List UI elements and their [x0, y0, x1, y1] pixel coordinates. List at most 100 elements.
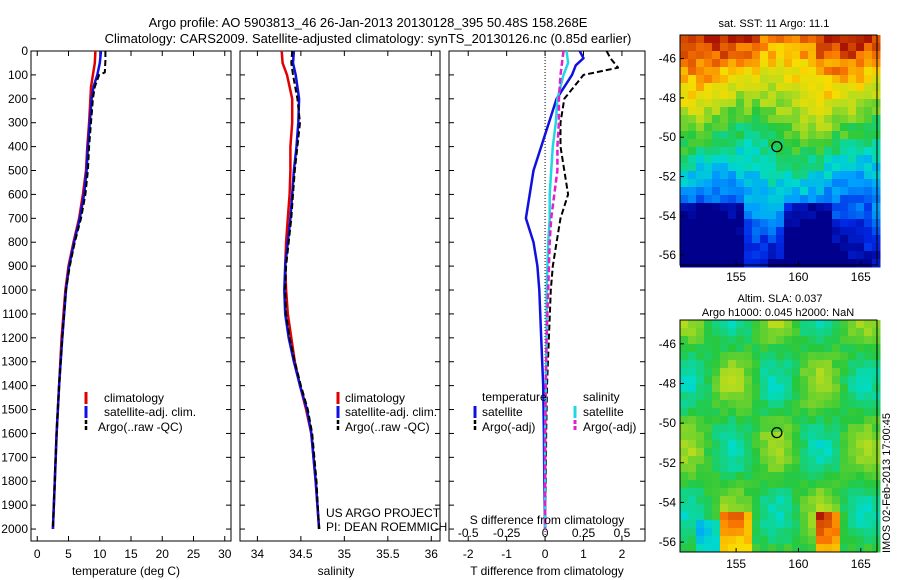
- heatmap-cell: [784, 416, 793, 425]
- heatmap-cell: [712, 344, 721, 353]
- heatmap-cell: [832, 131, 841, 140]
- heatmap-cell: [712, 123, 721, 132]
- heatmap-cell: [712, 107, 721, 116]
- heatmap-cell: [768, 520, 777, 529]
- heatmap-cell: [744, 243, 753, 252]
- heatmap-cell: [840, 416, 849, 425]
- heatmap-cell: [816, 91, 825, 100]
- heatmap-cell: [728, 528, 737, 537]
- heatmap-cell: [720, 123, 729, 132]
- heatmap-cell: [840, 456, 849, 465]
- heatmap-cell: [792, 251, 801, 260]
- heatmap-cell: [808, 360, 817, 369]
- y-tick-label: 1300: [1, 355, 28, 369]
- heatmap-cell: [720, 235, 729, 244]
- heatmap-cell: [792, 456, 801, 465]
- heatmap-cell: [864, 480, 873, 489]
- heatmap-cell: [864, 520, 873, 529]
- heatmap-cell: [688, 251, 697, 260]
- heatmap-cell: [848, 123, 857, 132]
- heatmap-cell: [808, 352, 817, 361]
- heatmap-cell: [872, 187, 881, 196]
- heatmap-cell: [680, 360, 689, 369]
- heatmap-cell: [736, 416, 745, 425]
- heatmap-cell: [768, 448, 777, 457]
- heatmap-cell: [776, 67, 785, 76]
- heatmap-cell: [848, 456, 857, 465]
- heatmap-cell: [776, 75, 785, 84]
- heatmap-cell: [824, 131, 833, 140]
- heatmap-cell: [704, 259, 713, 268]
- heatmap-cell: [848, 448, 857, 457]
- heatmap-cell: [856, 480, 865, 489]
- heatmap-cell: [720, 35, 729, 44]
- heatmap-cell: [704, 472, 713, 481]
- heatmap-cell: [800, 203, 809, 212]
- heatmap-cell: [728, 203, 737, 212]
- heatmap-cell: [816, 408, 825, 417]
- heatmap-cell: [856, 51, 865, 60]
- heatmap-cell: [864, 352, 873, 361]
- heatmap-cell: [800, 147, 809, 156]
- heatmap-cell: [680, 328, 689, 337]
- heatmap-cell: [808, 35, 817, 44]
- heatmap-cell: [816, 59, 825, 68]
- heatmap-cell: [808, 376, 817, 385]
- legend-label-climatology: climatology: [104, 391, 164, 405]
- heatmap-cell: [856, 107, 865, 116]
- heatmap-cell: [696, 83, 705, 92]
- heatmap-cell: [760, 195, 769, 204]
- heatmap-cell: [784, 59, 793, 68]
- heatmap-cell: [872, 163, 881, 172]
- heatmap-cell: [752, 352, 761, 361]
- heatmap-cell: [704, 384, 713, 393]
- heatmap-cell: [688, 67, 697, 76]
- heatmap-cell: [872, 35, 881, 44]
- heatmap-cell: [712, 448, 721, 457]
- heatmap-cell: [688, 440, 697, 449]
- heatmap-cell: [728, 536, 737, 545]
- heatmap-cell: [720, 368, 729, 377]
- heatmap-cell: [848, 179, 857, 188]
- heatmap-cell: [832, 496, 841, 505]
- heatmap-cell: [680, 227, 689, 236]
- heatmap-cell: [720, 179, 729, 188]
- x-tick-label: 25: [187, 547, 201, 561]
- heatmap-cell: [856, 59, 865, 68]
- series-satellite: [283, 50, 321, 530]
- heatmap-cell: [760, 43, 769, 52]
- heatmap-cell: [736, 99, 745, 108]
- heatmap-cell: [776, 352, 785, 361]
- heatmap-cell: [824, 251, 833, 260]
- heatmap-cell: [848, 520, 857, 529]
- heatmap-cell: [848, 219, 857, 228]
- heatmap-cell: [824, 376, 833, 385]
- heatmap-cell: [712, 360, 721, 369]
- heatmap-cell: [800, 344, 809, 353]
- heatmap-cell: [872, 344, 881, 353]
- heatmap-cell: [736, 400, 745, 409]
- heatmap-cell: [760, 536, 769, 545]
- heatmap-cell: [816, 243, 825, 252]
- heatmap-cell: [792, 472, 801, 481]
- heatmap-cell: [864, 179, 873, 188]
- heatmap-cell: [832, 512, 841, 521]
- heatmap-cell: [768, 456, 777, 465]
- temperature-legend: climatology satellite-adj. clim. Argo(..…: [84, 391, 196, 434]
- heatmap-cell: [696, 155, 705, 164]
- heatmap-cell: [752, 211, 761, 220]
- heatmap-cell: [736, 512, 745, 521]
- heatmap-cell: [768, 504, 777, 513]
- heatmap-cell: [760, 352, 769, 361]
- heatmap-cell: [856, 115, 865, 124]
- heatmap-cell: [816, 464, 825, 473]
- heatmap-cell: [816, 155, 825, 164]
- heatmap-cell: [856, 83, 865, 92]
- heatmap-cell: [808, 504, 817, 513]
- heatmap-cell: [728, 400, 737, 409]
- heatmap-cell: [832, 472, 841, 481]
- heatmap-cell: [864, 328, 873, 337]
- heatmap-cell: [824, 227, 833, 236]
- heatmap-cell: [848, 147, 857, 156]
- heatmap-cell: [840, 536, 849, 545]
